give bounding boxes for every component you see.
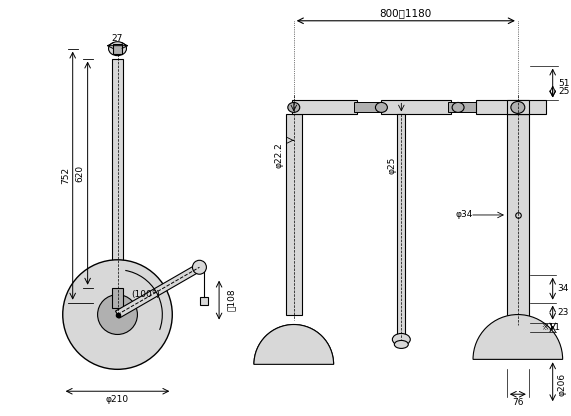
Ellipse shape xyxy=(392,334,411,345)
Bar xyxy=(111,59,123,288)
Text: 76: 76 xyxy=(512,398,524,407)
Bar xyxy=(286,114,301,314)
Bar xyxy=(507,114,529,319)
Text: 27: 27 xyxy=(112,34,123,43)
Bar xyxy=(397,114,405,339)
Text: 620: 620 xyxy=(75,165,84,182)
Ellipse shape xyxy=(395,340,408,349)
FancyArrowPatch shape xyxy=(120,269,197,313)
Text: φ25: φ25 xyxy=(387,156,396,174)
Circle shape xyxy=(98,295,138,334)
Ellipse shape xyxy=(288,102,300,112)
Ellipse shape xyxy=(108,42,126,56)
Text: (100°): (100°) xyxy=(131,290,160,299)
Polygon shape xyxy=(115,264,202,318)
Text: φ22.2: φ22.2 xyxy=(275,142,284,168)
Circle shape xyxy=(192,260,206,274)
Bar xyxy=(111,288,123,307)
Text: 51: 51 xyxy=(558,79,570,88)
Text: 34: 34 xyxy=(558,284,569,293)
Text: φ34: φ34 xyxy=(456,210,473,220)
Text: 800～1180: 800～1180 xyxy=(380,8,432,18)
Ellipse shape xyxy=(376,102,387,112)
Ellipse shape xyxy=(452,102,464,112)
Bar xyxy=(292,100,356,114)
Wedge shape xyxy=(473,314,562,359)
Text: 23: 23 xyxy=(558,308,569,317)
Text: 約108: 約108 xyxy=(227,288,236,311)
Text: φ206: φ206 xyxy=(558,373,566,396)
Bar xyxy=(448,102,478,112)
Text: 25: 25 xyxy=(558,87,570,96)
Bar xyxy=(353,102,383,112)
Text: ※11: ※11 xyxy=(541,323,560,332)
Ellipse shape xyxy=(511,102,525,114)
Circle shape xyxy=(63,260,172,369)
Wedge shape xyxy=(254,324,333,364)
Text: φ210: φ210 xyxy=(106,395,129,404)
Bar xyxy=(112,44,123,54)
Bar xyxy=(381,100,451,114)
Bar xyxy=(476,100,546,114)
Bar xyxy=(507,100,529,114)
Bar xyxy=(200,297,208,305)
Text: 752: 752 xyxy=(61,167,70,184)
